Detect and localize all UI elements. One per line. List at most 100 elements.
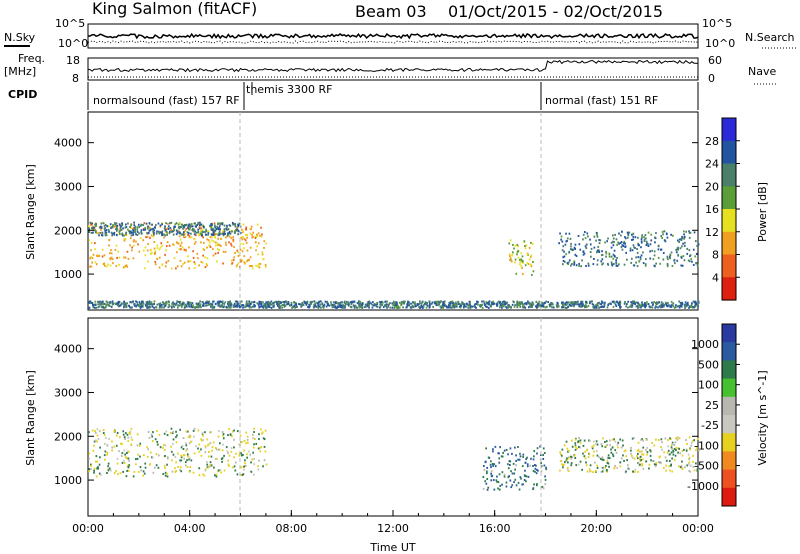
- data-cell: [617, 302, 620, 305]
- data-cell: [655, 438, 657, 441]
- data-cell: [565, 232, 567, 235]
- data-cell: [229, 232, 232, 235]
- data-cell: [90, 265, 93, 268]
- data-cell: [137, 243, 139, 246]
- noise-panel: [87, 23, 699, 49]
- data-cell: [661, 237, 663, 239]
- data-cell: [113, 430, 116, 433]
- data-cell: [189, 226, 191, 229]
- data-cell: [212, 227, 214, 230]
- data-cell: [499, 306, 501, 309]
- data-cell: [125, 231, 128, 234]
- data-cell: [252, 433, 254, 436]
- data-cell: [210, 305, 212, 308]
- data-cell: [219, 228, 221, 231]
- data-cell: [424, 303, 427, 305]
- data-cell: [132, 231, 134, 234]
- data-cell: [600, 443, 603, 445]
- data-cell: [606, 470, 609, 473]
- data-cell: [245, 305, 248, 308]
- data-cell: [256, 233, 258, 236]
- data-cell: [183, 225, 186, 228]
- data-cell: [122, 227, 124, 230]
- data-cell: [596, 454, 599, 457]
- data-cell: [252, 235, 254, 238]
- data-cell: [101, 255, 104, 258]
- data-cell: [492, 448, 494, 451]
- data-cell: [111, 303, 114, 306]
- data-cell: [516, 250, 519, 253]
- data-cell: [574, 301, 576, 304]
- data-cell: [184, 224, 186, 227]
- data-cell: [497, 452, 500, 455]
- data-cell: [661, 306, 664, 308]
- data-cell: [594, 306, 596, 309]
- data-cell: [426, 302, 429, 305]
- data-cell: [221, 431, 224, 433]
- data-cell: [175, 267, 177, 270]
- data-cell: [605, 255, 607, 258]
- data-cell: [116, 457, 119, 460]
- data-cell: [195, 303, 198, 306]
- data-cell: [667, 449, 670, 452]
- data-cell: [605, 465, 607, 467]
- data-cell: [598, 456, 600, 459]
- data-cell: [172, 301, 174, 304]
- colorbar-swatch: [722, 342, 736, 361]
- data-cell: [630, 452, 632, 455]
- data-cell: [123, 237, 126, 240]
- data-cell: [688, 236, 691, 239]
- data-cell: [371, 306, 374, 309]
- data-cell: [143, 267, 146, 270]
- data-cell: [596, 259, 599, 262]
- data-cell: [490, 470, 493, 473]
- data-cell: [368, 303, 370, 306]
- data-cell: [657, 306, 659, 309]
- data-cell: [560, 238, 562, 241]
- data-cell: [134, 303, 136, 306]
- data-cell: [560, 301, 563, 304]
- data-cell: [283, 300, 286, 303]
- data-cell: [639, 439, 642, 441]
- data-cell: [233, 438, 235, 441]
- data-cell: [339, 304, 342, 306]
- data-cell: [204, 233, 207, 236]
- data-cell: [619, 465, 622, 468]
- data-cell: [394, 303, 396, 305]
- data-cell: [158, 248, 161, 251]
- data-cell: [149, 463, 151, 466]
- data-cell: [147, 232, 150, 235]
- data-cell: [640, 303, 643, 306]
- data-cell: [598, 242, 601, 245]
- beam-label: Beam 03: [355, 2, 427, 21]
- data-cell: [494, 465, 497, 468]
- data-cell: [599, 306, 602, 309]
- data-cell: [587, 264, 590, 267]
- data-cell: [528, 258, 531, 261]
- data-cell: [437, 304, 439, 307]
- data-cell: [196, 252, 199, 255]
- data-cell: [530, 255, 532, 258]
- data-cell: [94, 460, 97, 463]
- data-cell: [88, 301, 90, 304]
- data-cell: [654, 241, 656, 244]
- data-cell: [213, 240, 215, 243]
- data-cell: [435, 304, 438, 307]
- data-cell: [220, 237, 222, 240]
- data-cell: [116, 229, 118, 232]
- data-cell: [515, 484, 518, 487]
- data-cell: [111, 234, 113, 237]
- data-cell: [249, 302, 252, 305]
- data-cell: [114, 302, 116, 305]
- data-cell: [602, 262, 604, 265]
- data-cell: [624, 301, 626, 304]
- data-cell: [164, 301, 167, 304]
- data-cell: [217, 228, 220, 231]
- data-cell: [163, 432, 166, 435]
- data-cell: [181, 444, 184, 447]
- data-cell: [230, 450, 233, 453]
- data-cell: [239, 474, 242, 477]
- data-cell: [432, 305, 434, 308]
- data-cell: [116, 432, 119, 434]
